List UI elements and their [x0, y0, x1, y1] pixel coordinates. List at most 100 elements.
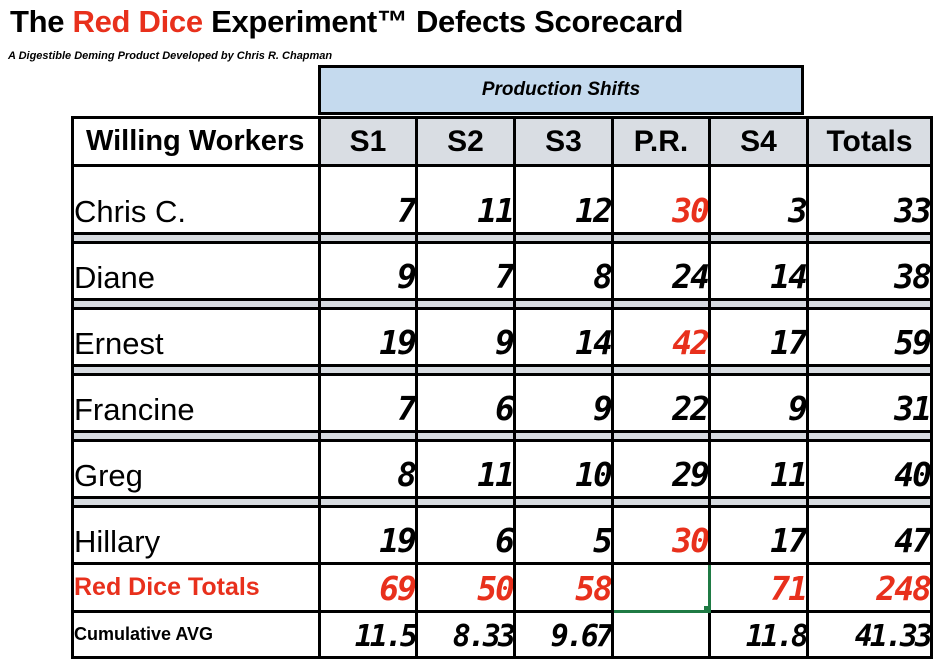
defect-count[interactable]: 42 — [611, 307, 711, 367]
separator-cell[interactable] — [708, 298, 809, 310]
separator-cell[interactable] — [71, 298, 321, 310]
defect-count[interactable]: 29 — [611, 439, 711, 499]
defect-count[interactable]: 59 — [806, 307, 933, 367]
defect-count[interactable]: 6 — [415, 373, 516, 433]
defect-count[interactable]: 17 — [708, 307, 809, 367]
average-value[interactable]: 8.33 — [415, 610, 516, 659]
separator-cell[interactable] — [318, 430, 418, 442]
separator-cell[interactable] — [611, 298, 711, 310]
defect-count[interactable]: 12 — [513, 164, 614, 235]
separator-cell[interactable] — [806, 298, 933, 310]
defect-count[interactable]: 8 — [318, 439, 418, 499]
separator-cell[interactable] — [611, 232, 711, 244]
separator-cell[interactable] — [611, 364, 711, 376]
defect-count[interactable]: 19 — [318, 505, 418, 565]
total-value[interactable]: 248 — [806, 562, 933, 613]
defect-count[interactable]: 22 — [611, 373, 711, 433]
separator-cell[interactable] — [71, 430, 321, 442]
defect-count[interactable]: 31 — [806, 373, 933, 433]
selected-cell[interactable] — [611, 562, 711, 613]
separator-cell[interactable] — [513, 430, 614, 442]
defect-count[interactable]: 40 — [806, 439, 933, 499]
total-value[interactable]: 71 — [708, 562, 809, 613]
total-value[interactable]: 50 — [415, 562, 516, 613]
separator-cell[interactable] — [708, 232, 809, 244]
defect-count[interactable]: 47 — [806, 505, 933, 565]
worker-name[interactable]: Ernest — [71, 307, 321, 367]
separator-cell[interactable] — [415, 364, 516, 376]
separator-cell[interactable] — [318, 496, 418, 508]
defect-count[interactable]: 7 — [318, 373, 418, 433]
fill-handle[interactable] — [703, 605, 707, 609]
defect-count[interactable]: 19 — [318, 307, 418, 367]
average-value[interactable] — [611, 610, 711, 659]
separator-cell[interactable] — [415, 298, 516, 310]
average-value[interactable]: 11.8 — [708, 610, 809, 659]
worker-name[interactable]: Greg — [71, 439, 321, 499]
separator-cell[interactable] — [71, 232, 321, 244]
defect-count[interactable]: 6 — [415, 505, 516, 565]
defect-count[interactable]: 9 — [318, 241, 418, 301]
defect-count[interactable]: 9 — [513, 373, 614, 433]
separator-cell[interactable] — [806, 232, 933, 244]
total-value[interactable]: 69 — [318, 562, 418, 613]
separator-cell[interactable] — [513, 298, 614, 310]
worker-name[interactable]: Hillary — [71, 505, 321, 565]
average-value[interactable]: 41.33 — [806, 610, 933, 659]
header-s4[interactable]: S4 — [708, 116, 809, 167]
header-s3[interactable]: S3 — [513, 116, 614, 167]
defect-count[interactable]: 33 — [806, 164, 933, 235]
separator-cell[interactable] — [415, 496, 516, 508]
worker-name[interactable]: Chris C. — [71, 164, 321, 235]
header-totals[interactable]: Totals — [806, 116, 933, 167]
defect-count[interactable]: 3 — [708, 164, 809, 235]
defect-count[interactable]: 24 — [611, 241, 711, 301]
total-value[interactable]: 58 — [513, 562, 614, 613]
separator-cell[interactable] — [318, 298, 418, 310]
separator-cell[interactable] — [806, 496, 933, 508]
separator-cell[interactable] — [513, 364, 614, 376]
defect-count[interactable]: 8 — [513, 241, 614, 301]
totals-label[interactable]: Red Dice Totals — [71, 562, 321, 613]
average-value[interactable]: 11.5 — [318, 610, 418, 659]
defect-count[interactable]: 38 — [806, 241, 933, 301]
header-s2[interactable]: S2 — [415, 116, 516, 167]
separator-cell[interactable] — [415, 430, 516, 442]
defect-count[interactable]: 14 — [513, 307, 614, 367]
worker-name[interactable]: Diane — [71, 241, 321, 301]
separator-cell[interactable] — [806, 430, 933, 442]
production-shifts-header[interactable]: Production Shifts — [318, 65, 804, 115]
defect-count[interactable]: 30 — [611, 164, 711, 235]
separator-cell[interactable] — [415, 232, 516, 244]
separator-cell[interactable] — [71, 496, 321, 508]
header-s1[interactable]: S1 — [318, 116, 418, 167]
defect-count[interactable]: 11 — [415, 439, 516, 499]
header-willing-workers[interactable]: Willing Workers — [71, 116, 321, 167]
defect-count[interactable]: 10 — [513, 439, 614, 499]
separator-cell[interactable] — [708, 496, 809, 508]
separator-cell[interactable] — [611, 430, 711, 442]
defect-count[interactable]: 11 — [415, 164, 516, 235]
worker-name[interactable]: Francine — [71, 373, 321, 433]
header-pr[interactable]: P.R. — [611, 116, 711, 167]
separator-cell[interactable] — [513, 232, 614, 244]
defect-count[interactable]: 30 — [611, 505, 711, 565]
defect-count[interactable]: 14 — [708, 241, 809, 301]
defect-count[interactable]: 9 — [415, 307, 516, 367]
separator-cell[interactable] — [71, 364, 321, 376]
defect-count[interactable]: 17 — [708, 505, 809, 565]
separator-cell[interactable] — [318, 232, 418, 244]
separator-cell[interactable] — [318, 364, 418, 376]
defect-count[interactable]: 9 — [708, 373, 809, 433]
defect-count[interactable]: 11 — [708, 439, 809, 499]
defect-count[interactable]: 5 — [513, 505, 614, 565]
separator-cell[interactable] — [708, 364, 809, 376]
separator-cell[interactable] — [513, 496, 614, 508]
defect-count[interactable]: 7 — [318, 164, 418, 235]
average-value[interactable]: 9.67 — [513, 610, 614, 659]
average-label[interactable]: Cumulative AVG — [71, 610, 321, 659]
separator-cell[interactable] — [806, 364, 933, 376]
defect-count[interactable]: 7 — [415, 241, 516, 301]
separator-cell[interactable] — [611, 496, 711, 508]
separator-cell[interactable] — [708, 430, 809, 442]
